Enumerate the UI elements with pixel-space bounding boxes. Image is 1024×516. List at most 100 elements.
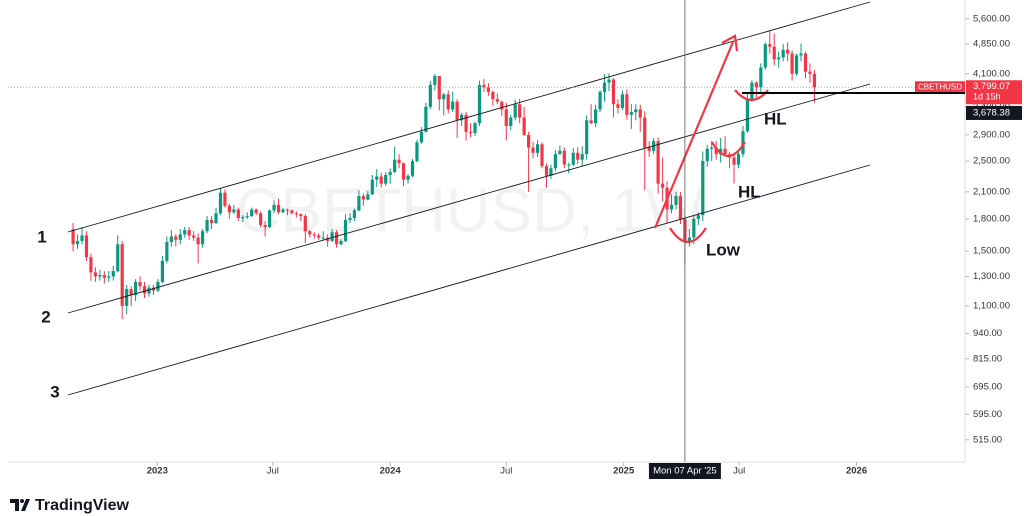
candle-body [299, 214, 303, 217]
candle-body [544, 166, 549, 176]
candle-body [160, 260, 164, 282]
candle-body [254, 209, 258, 214]
candle-body [93, 272, 98, 277]
candle-body [151, 287, 156, 291]
candle-body [460, 114, 464, 121]
candle-body [736, 154, 741, 165]
channel-label: 2 [41, 307, 50, 326]
candle-body [638, 109, 642, 118]
candle-body [585, 120, 589, 155]
candle-body [701, 161, 705, 216]
candle-body [147, 287, 151, 294]
candle-body [410, 161, 415, 176]
candle-body [352, 210, 357, 219]
candle-body [486, 87, 491, 92]
candle-body [692, 219, 696, 238]
candle-body [446, 94, 450, 110]
candle-body [500, 101, 504, 110]
candle-body [468, 131, 473, 134]
last-price-label: 3,799.07 [973, 81, 1010, 92]
y-tick-label: 2,900.00 [973, 129, 1010, 140]
candle-body [232, 209, 236, 213]
candle-body [629, 112, 633, 115]
candle-body [116, 244, 120, 272]
candle-body [370, 179, 374, 195]
y-tick-label: 5,600.00 [973, 13, 1010, 24]
candle-body [808, 71, 812, 74]
candle-body [571, 152, 575, 165]
candle-body [169, 236, 173, 243]
candle-body [125, 289, 129, 306]
candle-body [80, 235, 84, 241]
candles [71, 30, 817, 320]
candle-body [366, 194, 370, 200]
y-tick-label: 695.00 [973, 381, 1002, 392]
candle-body [174, 236, 178, 240]
candle-body [71, 229, 75, 245]
candle-body [209, 220, 214, 223]
arrow-head [721, 34, 739, 52]
candle-body [250, 209, 254, 217]
candle-body [567, 164, 571, 166]
candle-body [317, 235, 321, 238]
candle-body [428, 84, 432, 107]
candle-body [433, 75, 437, 85]
y-tick-label: 940.00 [973, 328, 1002, 339]
candle-body [348, 218, 352, 221]
candle-body [321, 237, 325, 239]
candle-body [602, 82, 607, 92]
candle-body [491, 91, 495, 100]
channel-label: 3 [50, 382, 59, 401]
x-tick-label: 2023 [147, 466, 168, 477]
candle-body [75, 240, 80, 245]
candle-body [263, 224, 267, 228]
candle-body [759, 67, 763, 88]
candle-body [768, 44, 772, 47]
x-tick-label: Jul [500, 466, 512, 477]
logo: TradingView [10, 497, 130, 514]
arrow [653, 41, 735, 229]
y-tick-label: 595.00 [973, 409, 1002, 420]
candle-body [754, 82, 758, 88]
candle-body [616, 104, 620, 108]
candle-body [312, 234, 316, 236]
candle-body [660, 183, 665, 188]
level-badge [966, 105, 1022, 120]
candle-body [84, 235, 89, 258]
last-price-badge [966, 80, 1022, 105]
candle-body [281, 209, 285, 213]
candle-body [741, 131, 745, 155]
candle-body [790, 53, 794, 74]
channel-label: 1 [37, 227, 46, 246]
candle-body [419, 131, 424, 143]
candle-body [375, 176, 379, 180]
crosshair-label: Mon 07 Apr '25 [653, 466, 717, 477]
candle-body [406, 175, 410, 180]
x-tick-label: Jul [733, 466, 745, 477]
candle-body [236, 209, 240, 219]
candle-body [272, 204, 276, 211]
y-tick-label: 1,800.00 [973, 214, 1010, 225]
candle-body [451, 101, 455, 110]
candle-body [687, 237, 691, 243]
y-tick-label: 4,850.00 [973, 39, 1010, 50]
candle-body [379, 176, 383, 184]
candle-body [241, 217, 245, 219]
annotation: HL [764, 109, 787, 128]
candle-body [696, 215, 700, 220]
candle-body [303, 216, 307, 232]
candle-body [562, 150, 566, 165]
candle-body [437, 75, 441, 100]
candle-body [620, 94, 624, 108]
candle-body [750, 82, 754, 100]
candle-body [576, 152, 580, 160]
candle-body [98, 275, 102, 277]
candle-body [714, 147, 718, 155]
y-tick-label: 2,100.00 [973, 186, 1010, 197]
candle-body [710, 147, 714, 149]
candle-body [393, 159, 397, 172]
candle-body [678, 196, 683, 220]
candle-body [723, 148, 727, 155]
candle-body [111, 271, 115, 277]
candle-body [482, 84, 486, 88]
